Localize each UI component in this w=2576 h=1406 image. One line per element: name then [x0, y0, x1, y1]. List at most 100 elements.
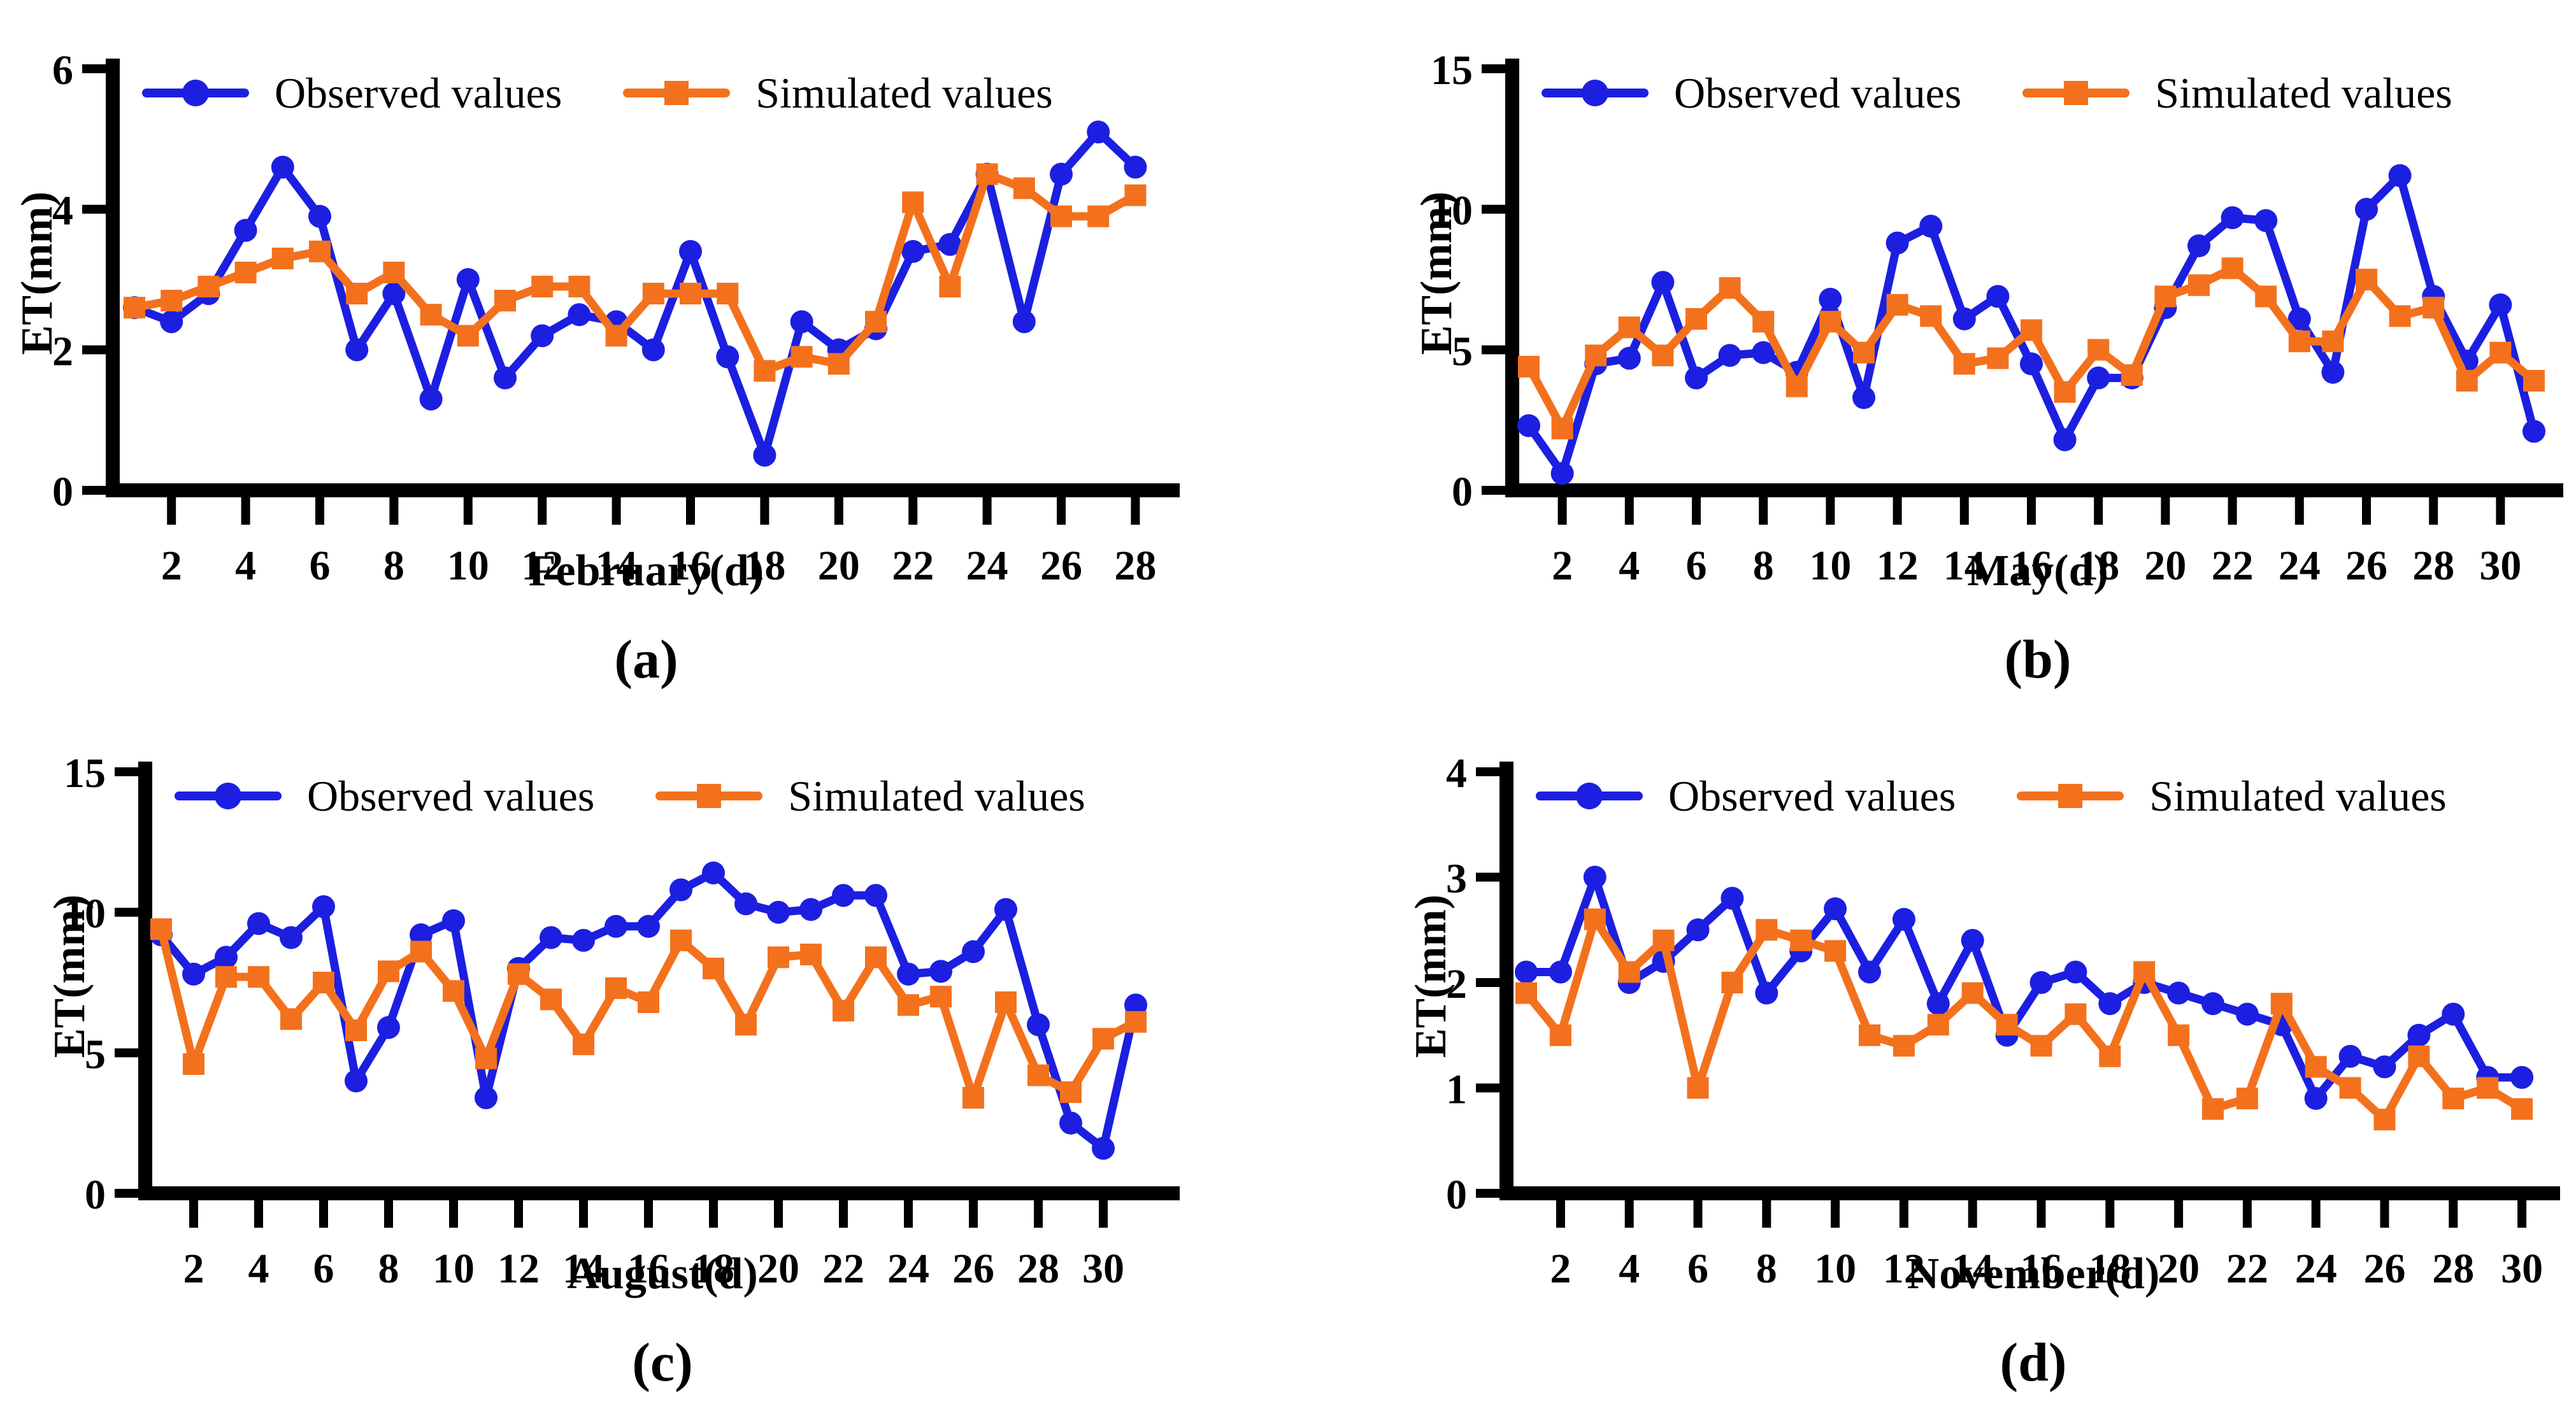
svg-text:14: 14 [1952, 1246, 1994, 1292]
svg-text:8: 8 [378, 1246, 399, 1292]
svg-text:12: 12 [1883, 1246, 1925, 1292]
y-axis-label: ET(mm) [13, 191, 62, 355]
svg-text:14: 14 [562, 1246, 605, 1292]
svg-text:26: 26 [1040, 543, 1082, 589]
y-axis-label: ET(mm) [1412, 191, 1461, 355]
chart-panel-august: 0 5 10 15 2 4 6 8 10 12 14 16 18 20 22 24 26 28 30 ET(mm) … [0, 703, 1288, 1406]
svg-text:28: 28 [2432, 1246, 2474, 1292]
svg-text:8: 8 [1756, 1246, 1777, 1292]
y-axis-label: ET(mm) [45, 894, 94, 1058]
observed-line-marker-icon [1536, 783, 1643, 809]
svg-text:4: 4 [52, 188, 73, 234]
svg-text:4: 4 [1446, 750, 1467, 797]
svg-text:6: 6 [1687, 1246, 1708, 1292]
svg-text:24: 24 [2295, 1246, 2337, 1292]
svg-text:16: 16 [669, 543, 712, 589]
svg-text:0: 0 [52, 469, 73, 515]
simulated-line-marker-icon [2017, 784, 2124, 808]
svg-text:4: 4 [248, 1246, 269, 1292]
svg-text:8: 8 [1753, 543, 1774, 589]
svg-text:24: 24 [966, 543, 1008, 589]
x-axis-title: February(d) [528, 546, 764, 595]
svg-text:10: 10 [1814, 1246, 1856, 1292]
svg-text:12: 12 [497, 1246, 540, 1292]
svg-text:18: 18 [2077, 543, 2119, 589]
legend-item-observed: Observed values [1542, 71, 1961, 115]
panel-letter: (a) [614, 628, 678, 690]
svg-text:18: 18 [2089, 1246, 2131, 1292]
legend: Observed values Simulated values [1542, 71, 2452, 115]
svg-text:16: 16 [627, 1246, 669, 1292]
svg-text:6: 6 [310, 543, 331, 589]
svg-text:10: 10 [1431, 188, 1473, 234]
svg-text:0: 0 [1452, 469, 1473, 515]
svg-text:0: 0 [1446, 1172, 1467, 1218]
observed-legend-label: Observed values [307, 772, 595, 820]
svg-text:28: 28 [1017, 1246, 1059, 1292]
legend: Observed values Simulated values [1536, 774, 2447, 818]
x-axis-title: August(d) [567, 1249, 758, 1298]
svg-text:18: 18 [692, 1246, 734, 1292]
legend-item-simulated: Simulated values [2022, 71, 2452, 115]
svg-text:2: 2 [1552, 543, 1573, 589]
x-axis-title: November(d) [1907, 1249, 2160, 1298]
observed-legend-label: Observed values [1668, 772, 1956, 820]
svg-text:4: 4 [235, 543, 256, 589]
simulated-legend-label: Simulated values [2149, 772, 2447, 820]
svg-text:12: 12 [1877, 543, 1919, 589]
chart-panel-may: 0 5 10 15 2 4 6 8 10 12 14 16 18 20 22 24 26 28 30 ET(mm) … [1288, 0, 2576, 703]
svg-text:10: 10 [1809, 543, 1851, 589]
svg-text:20: 20 [757, 1246, 799, 1292]
panel-letter: (d) [2000, 1331, 2067, 1393]
svg-text:22: 22 [892, 543, 934, 589]
svg-text:28: 28 [2412, 543, 2454, 589]
svg-text:24: 24 [2279, 543, 2321, 589]
observed-line-marker-icon [1542, 80, 1649, 106]
svg-text:30: 30 [2479, 543, 2521, 589]
svg-text:2: 2 [183, 1246, 204, 1292]
svg-text:6: 6 [52, 47, 73, 94]
svg-text:15: 15 [1431, 47, 1473, 94]
chart-panel-february: 0 2 4 6 2 4 6 8 10 12 14 16 18 20 22 24 26 28 ET(mm) Obse… [0, 0, 1288, 703]
simulated-legend-label: Simulated values [2155, 69, 2452, 117]
svg-text:16: 16 [2010, 543, 2052, 589]
svg-text:16: 16 [2021, 1246, 2063, 1292]
legend: Observed values Simulated values [175, 774, 1085, 818]
simulated-line-marker-icon [2022, 81, 2130, 105]
svg-text:28: 28 [1114, 543, 1156, 589]
x-axis-title: May(d) [1967, 546, 2108, 595]
svg-text:20: 20 [818, 543, 860, 589]
svg-text:18: 18 [743, 543, 785, 589]
svg-text:20: 20 [2144, 543, 2186, 589]
simulated-legend-label: Simulated values [755, 69, 1053, 117]
simulated-line-marker-icon [655, 784, 763, 808]
simulated-legend-label: Simulated values [788, 772, 1085, 820]
svg-text:2: 2 [161, 543, 182, 589]
legend: Observed values Simulated values [142, 71, 1053, 115]
svg-text:2: 2 [1446, 961, 1467, 1007]
svg-text:26: 26 [2345, 543, 2387, 589]
observed-line-marker-icon [175, 783, 282, 809]
legend-item-simulated: Simulated values [2017, 772, 2447, 820]
legend-item-observed: Observed values [142, 71, 562, 115]
svg-text:10: 10 [447, 543, 489, 589]
chart-panel-november: 0 1 2 3 4 2 4 6 8 10 12 14 16 18 20 22 24 26 28 30 ET(mm) O… [1288, 703, 2576, 1406]
svg-text:24: 24 [887, 1246, 929, 1292]
panel-letter: (c) [632, 1331, 693, 1393]
svg-text:30: 30 [1082, 1246, 1124, 1292]
legend-item-simulated: Simulated values [655, 774, 1085, 818]
svg-text:14: 14 [596, 543, 638, 589]
svg-text:10: 10 [433, 1246, 475, 1292]
svg-text:4: 4 [1619, 1246, 1640, 1292]
svg-text:2: 2 [52, 328, 73, 374]
svg-text:4: 4 [1619, 543, 1640, 589]
observed-legend-label: Observed values [275, 69, 562, 117]
svg-text:3: 3 [1446, 856, 1467, 902]
observed-line-marker-icon [142, 80, 249, 106]
svg-text:10: 10 [64, 891, 106, 937]
